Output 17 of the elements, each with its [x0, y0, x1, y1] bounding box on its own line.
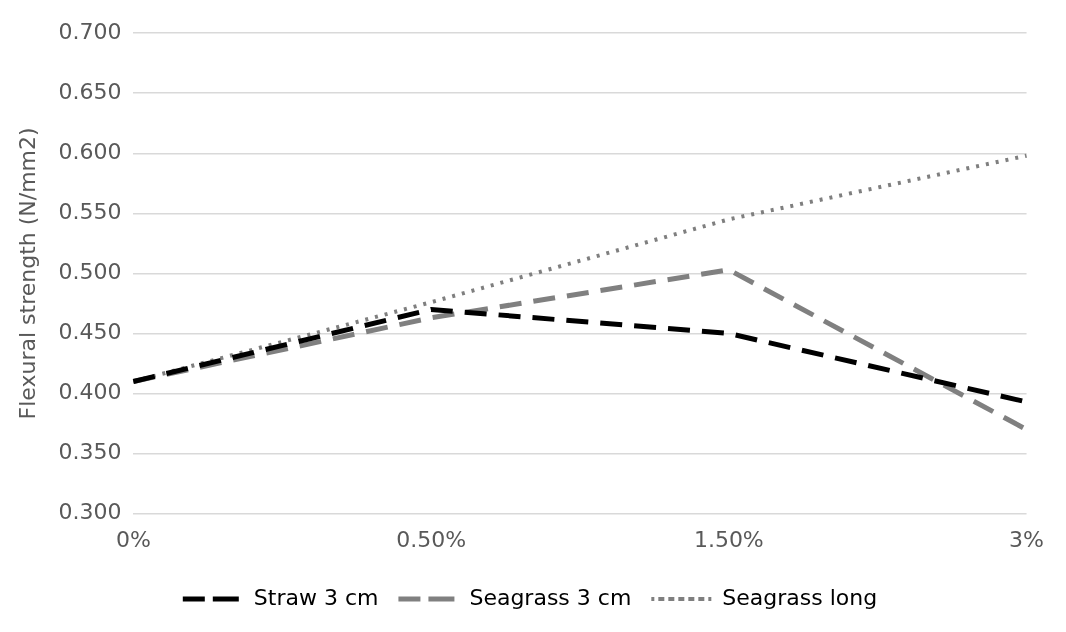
legend-label: Straw 3 cm — [253, 584, 379, 610]
y-tick-label: 0.700 — [58, 18, 122, 44]
y-tick-label: 0.550 — [58, 199, 122, 225]
x-tick-label: 0% — [115, 526, 151, 552]
y-tick-label: 0.650 — [58, 78, 122, 104]
y-tick-label: 0.400 — [58, 379, 122, 405]
y-tick-label: 0.600 — [58, 139, 122, 165]
y-tick-label: 0.450 — [58, 319, 122, 345]
legend-label: Seagrass long — [722, 584, 878, 610]
x-tick-label: 3% — [1009, 526, 1044, 552]
legend-label: Seagrass 3 cm — [469, 584, 632, 610]
y-tick-label: 0.500 — [58, 259, 122, 285]
x-tick-label: 0.50% — [396, 526, 467, 552]
y-tick-label: 0.350 — [58, 439, 122, 465]
x-tick-label: 1.50% — [693, 526, 764, 552]
y-axis-title: Flexural strength (N/mm2) — [14, 127, 40, 420]
y-tick-label: 0.300 — [58, 499, 122, 525]
